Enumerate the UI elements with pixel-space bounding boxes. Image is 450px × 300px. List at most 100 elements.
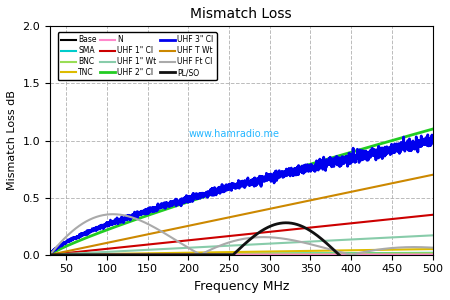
Line: UHF 3" Cl: UHF 3" Cl [50, 135, 432, 255]
UHF Ft Cl [223, 242, 229, 245]
UHF 1" Wt [67, 252, 72, 256]
PL/SO [349, 265, 354, 268]
Base [223, 253, 229, 256]
TNC [419, 248, 424, 251]
UHF 2" Cl [67, 243, 72, 247]
Base [348, 253, 354, 256]
Line: SMA: SMA [50, 253, 432, 254]
Line: TNC: TNC [50, 249, 432, 255]
SMA [419, 251, 424, 255]
BNC [348, 252, 354, 255]
UHF Ft Cl [234, 238, 239, 242]
TNC [47, 253, 53, 256]
Base [233, 253, 238, 256]
UHF 3" Cl [67, 238, 72, 242]
BNC [223, 252, 229, 256]
N [348, 253, 354, 256]
UHF T Wt [233, 214, 238, 218]
UHF 1" Wt [348, 238, 354, 241]
TNC [67, 253, 72, 256]
UHF 1" Wt [418, 234, 424, 238]
Line: UHF T Wt: UHF T Wt [50, 175, 432, 255]
N [67, 253, 72, 256]
TNC [418, 248, 424, 251]
Base [430, 253, 435, 256]
N [419, 253, 424, 256]
PL/SO [389, 285, 395, 289]
Line: UHF Ft Cl: UHF Ft Cl [50, 214, 432, 255]
Line: UHF 2" Cl: UHF 2" Cl [50, 129, 432, 255]
X-axis label: Frequency MHz: Frequency MHz [194, 280, 289, 293]
Line: UHF 1" Wt: UHF 1" Wt [50, 236, 432, 255]
UHF 2" Cl [233, 185, 238, 188]
SMA [430, 251, 435, 255]
UHF T Wt [348, 190, 354, 194]
UHF 1" Wt [233, 244, 238, 247]
Text: www.hamradio.me: www.hamradio.me [188, 129, 279, 139]
UHF 2" Cl [419, 130, 424, 134]
SMA [233, 252, 238, 256]
UHF T Wt [419, 175, 424, 179]
UHF 2" Cl [348, 150, 354, 154]
UHF 1" Cl [430, 213, 435, 217]
N [223, 253, 229, 256]
UHF 3" Cl [425, 133, 431, 136]
Legend: Base, SMA, BNC, TNC, N, UHF 1" Cl, UHF 1" Wt, UHF 2" Cl, UHF 3" Cl, UHF T Wt, UH: Base, SMA, BNC, TNC, N, UHF 1" Cl, UHF 1… [58, 32, 216, 80]
N [233, 253, 238, 256]
UHF 1" Wt [223, 244, 229, 247]
UHF 3" Cl [223, 187, 229, 190]
UHF 1" Cl [67, 251, 72, 254]
UHF Ft Cl [349, 253, 354, 256]
Y-axis label: Mismatch Loss dB: Mismatch Loss dB [7, 91, 17, 190]
Title: Mismatch Loss: Mismatch Loss [190, 7, 292, 21]
PL/SO [223, 253, 229, 256]
Line: UHF 1" Cl: UHF 1" Cl [50, 215, 432, 255]
BNC [430, 251, 435, 255]
SMA [418, 251, 424, 255]
UHF 1" Wt [430, 234, 435, 237]
BNC [67, 253, 72, 256]
UHF T Wt [47, 253, 53, 256]
SMA [348, 251, 354, 255]
SMA [47, 253, 53, 256]
UHF 2" Cl [430, 127, 435, 131]
PL/SO [419, 273, 424, 277]
UHF Ft Cl [419, 245, 424, 249]
UHF T Wt [430, 173, 435, 177]
PL/SO [430, 264, 435, 268]
Base [67, 253, 72, 256]
UHF Ft Cl [47, 253, 53, 256]
UHF 1" Wt [47, 253, 53, 256]
BNC [233, 252, 238, 256]
UHF 3" Cl [47, 253, 53, 256]
UHF 1" Cl [418, 214, 424, 218]
UHF 1" Wt [419, 234, 424, 238]
UHF 1" Cl [419, 214, 424, 218]
TNC [348, 248, 354, 252]
Base [418, 253, 424, 256]
PL/SO [283, 221, 288, 225]
Base [47, 253, 53, 256]
Base [419, 253, 424, 256]
UHF Ft Cl [430, 246, 435, 250]
UHF Ft Cl [419, 245, 424, 249]
N [418, 253, 424, 256]
UHF 1" Cl [223, 235, 229, 238]
PL/SO [47, 253, 53, 256]
UHF 1" Cl [348, 221, 354, 225]
UHF 3" Cl [233, 184, 238, 188]
UHF 3" Cl [430, 139, 435, 143]
UHF 3" Cl [348, 154, 354, 158]
PL/SO [67, 253, 72, 256]
Line: BNC: BNC [50, 253, 432, 254]
PL/SO [419, 273, 424, 277]
BNC [419, 251, 424, 255]
BNC [418, 251, 424, 255]
UHF 3" Cl [418, 134, 424, 138]
UHF 2" Cl [47, 253, 53, 256]
UHF 1" Cl [47, 253, 53, 256]
UHF Ft Cl [110, 212, 116, 216]
TNC [223, 250, 229, 254]
N [47, 253, 53, 256]
BNC [47, 253, 53, 256]
